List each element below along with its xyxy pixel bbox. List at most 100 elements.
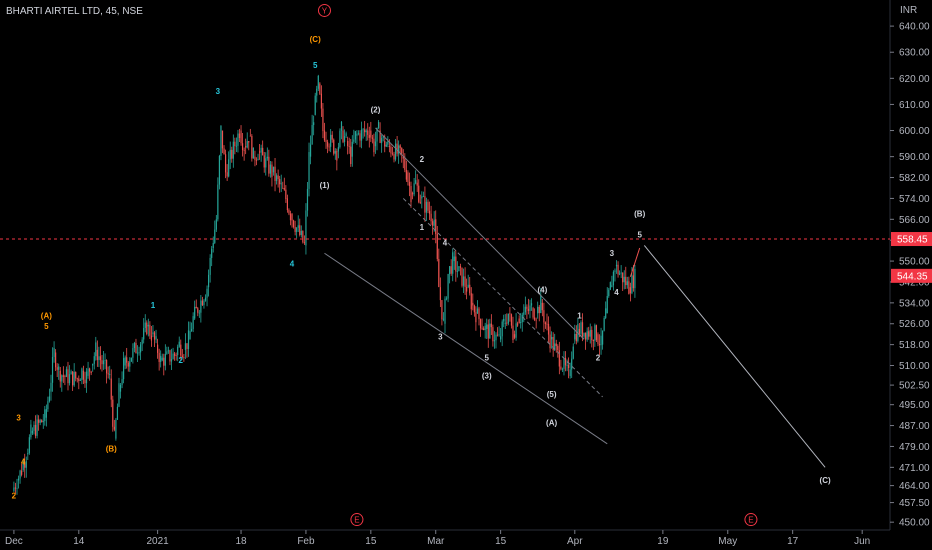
candle-body (589, 329, 591, 337)
candle-body (343, 136, 346, 142)
candle-body (340, 121, 343, 131)
candle-body (262, 147, 264, 156)
candle-body (96, 349, 98, 360)
candle-body (255, 159, 258, 161)
candle-body (152, 332, 154, 335)
candle-body (300, 230, 302, 235)
candle-body (628, 281, 630, 295)
candle-body (605, 308, 607, 318)
candle-body (418, 185, 420, 202)
candle-body (489, 323, 491, 339)
candle-body (481, 328, 483, 330)
candle-body (419, 201, 421, 203)
candle-body (203, 300, 205, 306)
candle-body (547, 323, 550, 335)
candle-body (164, 353, 166, 366)
candle-body (183, 357, 185, 358)
candle-body (141, 339, 143, 345)
candle-body (540, 294, 542, 314)
candle-body (430, 213, 432, 222)
candle-body (572, 346, 574, 359)
candle-body (136, 352, 139, 354)
candle-body (226, 172, 228, 177)
candle-body (394, 143, 397, 160)
candle-body (228, 159, 230, 177)
candle-body (376, 127, 378, 142)
candle-body (492, 327, 494, 342)
candle-body (93, 356, 95, 364)
candle-body (328, 146, 330, 148)
candle-body (473, 305, 475, 313)
candle-body (81, 368, 83, 380)
candle-body (58, 366, 60, 370)
x-tick-label: 17 (787, 536, 799, 547)
circle-marker-text: E (748, 516, 753, 525)
candle-body (580, 322, 582, 334)
candle-body (55, 352, 57, 368)
candle-body (546, 323, 548, 325)
y-tick-label: 590.00 (899, 152, 930, 163)
candle-body (513, 334, 516, 338)
channel-upper-line (375, 127, 585, 340)
candle-body (24, 463, 26, 468)
candle-body (214, 229, 216, 243)
candle-body (407, 172, 409, 183)
candle-body (432, 221, 434, 226)
candle-body (438, 258, 440, 288)
candle-body (581, 322, 584, 337)
candle-body (520, 321, 522, 324)
candle-body (374, 141, 377, 147)
y-tick-label: 457.50 (899, 498, 930, 509)
candle-body (241, 143, 244, 151)
candle-body (347, 140, 349, 147)
candle-body (127, 362, 129, 367)
candle-body (483, 328, 485, 331)
candle-body (56, 367, 58, 370)
candle-body (224, 154, 227, 173)
candle-body (401, 147, 403, 154)
candle-body (350, 146, 352, 164)
candle-body (595, 325, 598, 340)
candle-body (367, 130, 369, 135)
circle-marker-text: E (354, 516, 359, 525)
candle-body (439, 287, 441, 301)
candle-body (356, 133, 358, 136)
candle-body (311, 125, 313, 145)
candle-body (229, 149, 231, 160)
candle-body (232, 141, 234, 159)
candle-body (50, 382, 52, 392)
candle-body (538, 306, 540, 314)
candle-body (606, 296, 608, 314)
candle-body (201, 300, 204, 306)
candle-body (274, 166, 276, 181)
candle-body (31, 430, 34, 434)
wave-label: 3 (438, 332, 443, 341)
candle-body (143, 327, 145, 340)
wave-label: 3 (216, 87, 221, 96)
candle-body (320, 93, 322, 109)
candle-body (609, 282, 611, 290)
candle-body (279, 179, 281, 185)
x-tick-label: Feb (297, 536, 315, 547)
price-label-text: 544.35 (897, 271, 928, 282)
candle-body (436, 233, 438, 259)
candle-body (362, 129, 364, 131)
candle-body (51, 356, 54, 383)
wave-label: 5 (313, 61, 318, 70)
candle-body (215, 219, 217, 230)
candle-body (444, 298, 446, 324)
candle-body (38, 419, 40, 423)
candle-body (288, 210, 290, 214)
candle-body (116, 406, 119, 420)
y-tick-label: 495.00 (899, 400, 930, 411)
candle-body (45, 409, 47, 418)
candle-body (612, 271, 615, 286)
candle-body (354, 131, 356, 140)
candle-body (41, 420, 43, 423)
candle-body (495, 334, 497, 341)
candle-body (130, 357, 132, 362)
candle-body (62, 375, 64, 377)
candle-body (126, 357, 128, 363)
candle-body (408, 182, 411, 186)
